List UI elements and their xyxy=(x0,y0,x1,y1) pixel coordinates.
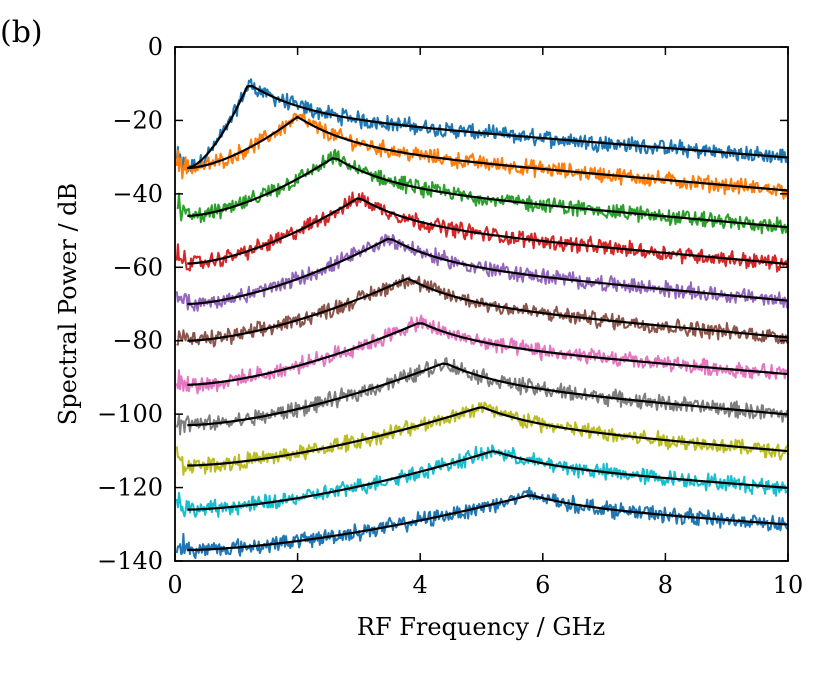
trace-line-11 xyxy=(175,486,789,560)
trace-line-10 xyxy=(175,444,789,518)
y-tick-label-6: −120 xyxy=(97,474,163,502)
y-tick-label-2: −40 xyxy=(112,180,163,208)
x-tick-label-3: 6 xyxy=(535,571,550,599)
x-tick-label-5: 10 xyxy=(773,571,804,599)
x-tick-label-2: 4 xyxy=(413,571,428,599)
fit-curve-8 xyxy=(187,362,789,427)
y-tick-label-1: −20 xyxy=(112,106,163,134)
fit-curve-7 xyxy=(187,322,789,386)
x-tick-label-0: 0 xyxy=(167,571,182,599)
fit-curve-10 xyxy=(187,450,789,511)
trace-line-7 xyxy=(175,314,789,395)
fit-curve-4 xyxy=(187,197,789,266)
y-axis-label: Spectral Power / dB xyxy=(54,183,82,425)
tick-labels-group: 0 2 4 6 8 10 0 −20 −40 −60 −80 −100 −120 −140 xyxy=(97,33,803,599)
y-tick-label-7: −140 xyxy=(97,547,163,575)
trace-line-6 xyxy=(176,274,789,348)
trace-line-4 xyxy=(175,191,789,273)
x-tick-label-4: 8 xyxy=(658,571,673,599)
fit-curve-9 xyxy=(187,406,789,467)
fit-curve-1 xyxy=(186,85,789,170)
fit-curve-11 xyxy=(187,494,789,552)
ticks-group xyxy=(174,46,789,562)
x-axis-label: RF Frequency / GHz xyxy=(357,613,605,641)
fit-curve-5 xyxy=(187,237,789,306)
y-tick-label-5: −100 xyxy=(97,400,163,428)
trace-line-8 xyxy=(175,357,789,436)
y-tick-label-4: −80 xyxy=(112,327,163,355)
trace-line-9 xyxy=(175,401,789,476)
fit-curve-3 xyxy=(187,157,789,229)
trace-line-3 xyxy=(176,148,789,235)
x-tick-label-1: 2 xyxy=(290,571,305,599)
fit-curve-6 xyxy=(187,277,789,342)
y-tick-label-3: −60 xyxy=(112,253,163,281)
plot-frame xyxy=(174,46,789,562)
y-tick-label-0: 0 xyxy=(148,33,163,61)
fit-curve-2 xyxy=(187,115,789,192)
fits-group xyxy=(186,85,789,552)
panel-label: (b) xyxy=(0,15,43,50)
